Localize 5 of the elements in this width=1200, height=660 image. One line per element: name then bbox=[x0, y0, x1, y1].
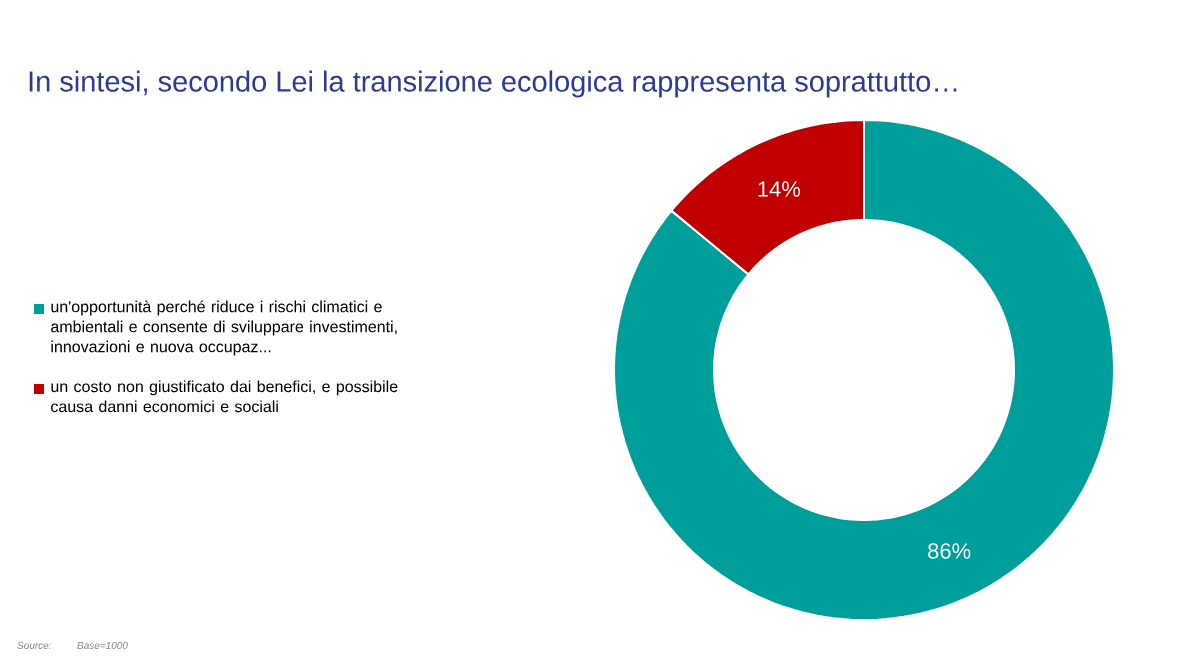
data-label: 14% bbox=[758, 181, 801, 197]
legend-label: un'opportunità perché riduce i rischi climatici e ambientali e consente di sviluppare investimenti, innovazioni e nuova occupaz... bbox=[51, 300, 397, 356]
legend-label: un costo non giustificato dai benefici, e possibile causa danni economici e sociali bbox=[51, 380, 398, 413]
data-label: 86% bbox=[928, 543, 971, 559]
chart-title: In sintesi, secondo Lei la transizione ecologica rappresenta soprattutto… bbox=[29, 70, 957, 98]
